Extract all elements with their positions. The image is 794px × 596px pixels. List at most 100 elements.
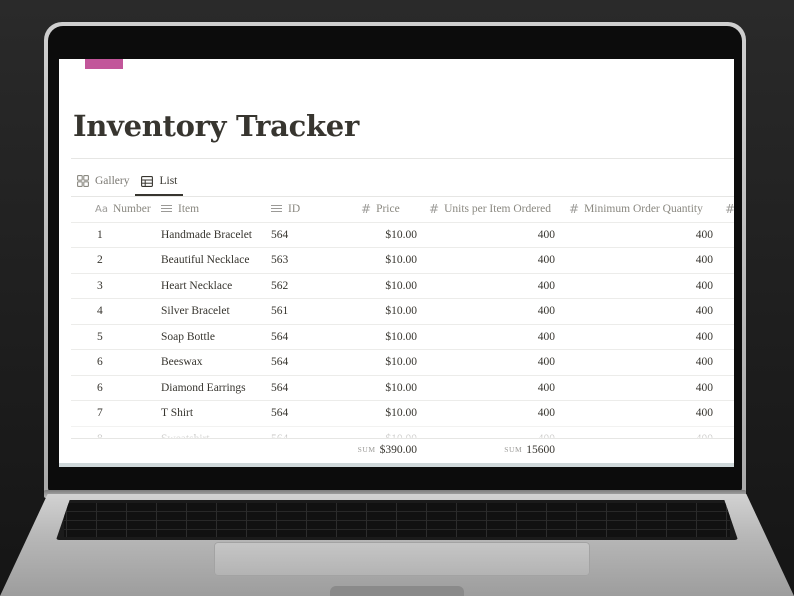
- column-header-units[interactable]: # Units per Item Ordered: [417, 197, 555, 222]
- cell-id[interactable]: 564: [271, 407, 289, 420]
- cell-price[interactable]: $10.00: [385, 381, 417, 394]
- cell-min-order[interactable]: 400: [695, 305, 713, 318]
- cell-price[interactable]: $10.00: [385, 279, 417, 292]
- cell-number[interactable]: 2: [97, 254, 103, 267]
- column-header-label: Minimum Order Quantity: [584, 203, 703, 216]
- column-header-label: Units per Item Ordered: [444, 203, 552, 216]
- cell-item[interactable]: Silver Bracelet: [161, 305, 230, 318]
- lines-icon: [161, 204, 172, 214]
- column-header-extra[interactable]: #: [725, 197, 734, 222]
- divider: [71, 196, 734, 197]
- cell-id[interactable]: 564: [271, 381, 289, 394]
- cell-min-order[interactable]: 400: [695, 254, 713, 267]
- cell-item[interactable]: Diamond Earrings: [161, 381, 246, 394]
- laptop-front-notch: [330, 586, 464, 596]
- text-aa-icon: Aa: [95, 203, 108, 215]
- cell-price[interactable]: $10.00: [385, 356, 417, 369]
- cell-units[interactable]: 400: [537, 407, 555, 420]
- calculation-row: SUM $390.00 SUM 15600: [71, 438, 734, 460]
- units-sum-value: 15600: [526, 443, 555, 456]
- cell-min-order[interactable]: 400: [695, 356, 713, 369]
- cell-number[interactable]: 4: [97, 305, 103, 318]
- cell-id[interactable]: 561: [271, 305, 289, 318]
- column-header-id[interactable]: ID: [271, 197, 341, 222]
- table-row[interactable]: 2 Beautiful Necklace 563 $10.00 400 400: [71, 248, 734, 274]
- cell-price[interactable]: $10.00: [385, 254, 417, 267]
- column-header-item[interactable]: Item: [161, 197, 271, 222]
- column-header-number[interactable]: Aa Number: [95, 197, 175, 222]
- cell-item[interactable]: Beeswax: [161, 356, 203, 369]
- cell-id[interactable]: 564: [271, 228, 289, 241]
- tab-list[interactable]: List: [135, 167, 184, 196]
- units-sum[interactable]: SUM 15600: [417, 439, 555, 460]
- table-row[interactable]: 6 Beeswax 564 $10.00 400 400: [71, 350, 734, 376]
- table-row[interactable]: 3 Heart Necklace 562 $10.00 400 400: [71, 274, 734, 299]
- keyboard-keys: [64, 503, 730, 537]
- cell-price[interactable]: $10.00: [385, 228, 417, 241]
- sum-label: SUM: [504, 445, 523, 454]
- hash-icon: #: [429, 202, 440, 217]
- cell-min-order[interactable]: 400: [695, 279, 713, 292]
- cell-units[interactable]: 400: [537, 381, 555, 394]
- trackpad: [214, 542, 590, 576]
- cell-item[interactable]: Beautiful Necklace: [161, 254, 250, 267]
- screen-edge: [59, 463, 734, 467]
- cell-units[interactable]: 400: [537, 254, 555, 267]
- divider: [71, 158, 734, 159]
- screen: Inventory Tracker Gallery List: [59, 59, 734, 467]
- tab-gallery[interactable]: Gallery: [71, 167, 135, 195]
- tab-gallery-label: Gallery: [95, 175, 130, 187]
- cell-id[interactable]: 562: [271, 279, 289, 292]
- inventory-table: Aa Number Item ID # Price # Units per It…: [71, 197, 734, 452]
- cell-item[interactable]: T Shirt: [161, 407, 194, 420]
- column-header-label: Item: [178, 203, 200, 216]
- price-sum-value: $390.00: [379, 443, 417, 456]
- cell-item[interactable]: Soap Bottle: [161, 330, 215, 343]
- keyboard: [56, 500, 738, 540]
- sum-label: SUM: [357, 445, 376, 454]
- column-header-min-order[interactable]: # Minimum Order Quantity: [555, 197, 713, 222]
- column-header-price[interactable]: # Price: [341, 197, 417, 222]
- cell-number[interactable]: 6: [97, 381, 103, 394]
- hash-icon: #: [361, 202, 372, 217]
- row-fade: [59, 419, 734, 438]
- cell-number[interactable]: 6: [97, 356, 103, 369]
- cell-units[interactable]: 400: [537, 305, 555, 318]
- cell-price[interactable]: $10.00: [385, 330, 417, 343]
- lines-icon: [271, 204, 282, 214]
- table-row[interactable]: 1 Handmade Bracelet 564 $10.00 400 400: [71, 223, 734, 248]
- cell-min-order[interactable]: 400: [695, 228, 713, 241]
- cell-units[interactable]: 400: [537, 356, 555, 369]
- cell-units[interactable]: 400: [537, 279, 555, 292]
- tab-list-label: List: [159, 175, 178, 187]
- cell-item[interactable]: Heart Necklace: [161, 279, 233, 292]
- table-icon: [141, 175, 154, 187]
- cell-units[interactable]: 400: [537, 330, 555, 343]
- cell-id[interactable]: 564: [271, 330, 289, 343]
- column-header-label: Number: [112, 203, 151, 216]
- price-sum[interactable]: SUM $390.00: [341, 439, 417, 460]
- page-cover-accent: [85, 59, 123, 69]
- cell-id[interactable]: 564: [271, 356, 289, 369]
- table-row[interactable]: 5 Soap Bottle 564 $10.00 400 400: [71, 325, 734, 350]
- cell-number[interactable]: 1: [97, 228, 103, 241]
- table-row[interactable]: 6 Diamond Earrings 564 $10.00 400 400: [71, 376, 734, 401]
- cell-item[interactable]: Handmade Bracelet: [161, 228, 252, 241]
- gallery-grid-icon: [77, 175, 89, 187]
- cell-min-order[interactable]: 400: [695, 330, 713, 343]
- cell-price[interactable]: $10.00: [385, 305, 417, 318]
- table-header-row: Aa Number Item ID # Price # Units per It…: [71, 197, 734, 223]
- cell-id[interactable]: 563: [271, 254, 289, 267]
- cell-number[interactable]: 3: [97, 279, 103, 292]
- table-row[interactable]: 4 Silver Bracelet 561 $10.00 400 400: [71, 299, 734, 325]
- cell-number[interactable]: 5: [97, 330, 103, 343]
- cell-units[interactable]: 400: [537, 228, 555, 241]
- cell-min-order[interactable]: 400: [695, 381, 713, 394]
- cell-number[interactable]: 7: [97, 407, 103, 420]
- column-header-label: Price: [376, 203, 400, 216]
- cell-min-order[interactable]: 400: [695, 407, 713, 420]
- hash-icon: #: [725, 202, 734, 216]
- cell-price[interactable]: $10.00: [385, 407, 417, 420]
- page-title: Inventory Tracker: [73, 109, 359, 143]
- column-header-label: ID: [288, 203, 301, 216]
